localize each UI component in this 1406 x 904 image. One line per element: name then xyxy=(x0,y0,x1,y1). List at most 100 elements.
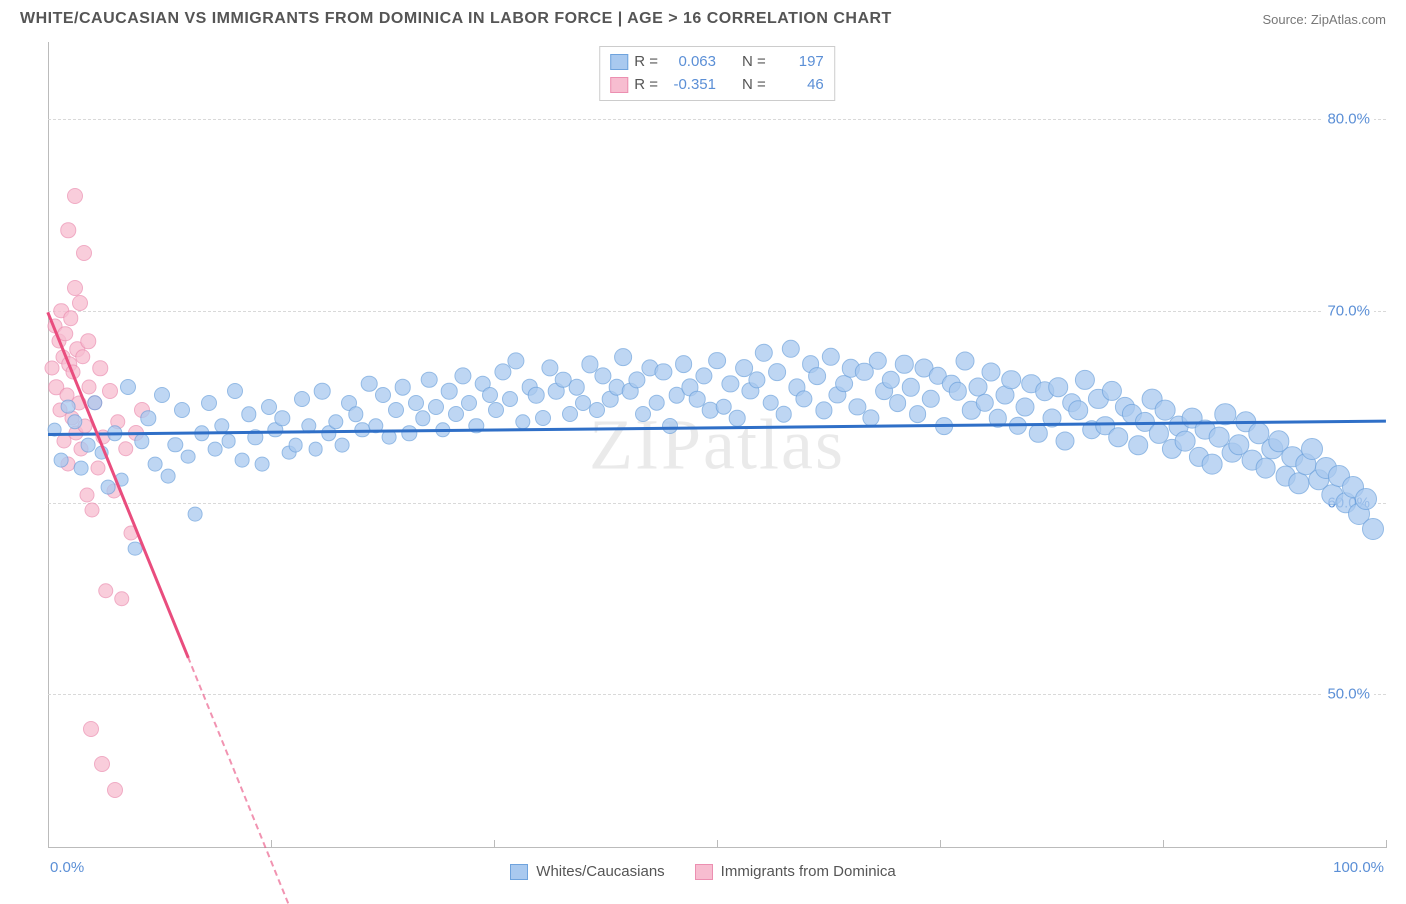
data-point xyxy=(528,387,545,404)
grid-line xyxy=(48,311,1386,312)
data-point xyxy=(408,395,424,411)
legend-row: R =0.063N =197 xyxy=(610,51,824,74)
data-point xyxy=(94,756,110,772)
data-point xyxy=(568,379,585,396)
data-point xyxy=(1255,458,1276,479)
data-point xyxy=(79,487,94,502)
data-point xyxy=(201,395,217,411)
data-point xyxy=(80,334,96,350)
data-point xyxy=(328,414,343,429)
data-point xyxy=(508,352,525,369)
y-tick-label: 70.0% xyxy=(1323,302,1374,319)
data-point xyxy=(614,348,632,366)
data-point xyxy=(294,391,310,407)
legend-swatch xyxy=(695,864,713,880)
data-point xyxy=(74,461,89,476)
data-point xyxy=(308,441,323,456)
x-tick xyxy=(717,840,718,848)
data-point xyxy=(63,311,79,327)
x-tick xyxy=(1386,840,1387,848)
data-point xyxy=(174,402,190,418)
legend-label: Immigrants from Dominica xyxy=(721,863,896,880)
data-point xyxy=(502,391,518,407)
grid-line xyxy=(48,694,1386,695)
data-point xyxy=(208,441,223,456)
data-point xyxy=(1129,435,1149,455)
data-point xyxy=(314,383,331,400)
data-point xyxy=(394,379,411,396)
data-point xyxy=(335,438,350,453)
data-point xyxy=(98,583,114,599)
x-tick-label-right: 100.0% xyxy=(1333,859,1384,876)
data-point xyxy=(83,721,99,737)
data-point xyxy=(415,410,430,425)
data-point xyxy=(348,407,363,422)
data-point xyxy=(92,360,108,376)
r-label: R = xyxy=(634,74,658,97)
data-point xyxy=(82,380,97,395)
legend-swatch xyxy=(610,77,628,93)
source-label: Source: ZipAtlas.com xyxy=(1262,12,1386,27)
data-point xyxy=(255,457,270,472)
r-value: 0.063 xyxy=(664,51,716,74)
data-point xyxy=(118,441,134,457)
data-point xyxy=(1055,432,1074,451)
data-point xyxy=(454,367,471,384)
data-point xyxy=(448,406,464,422)
x-tick xyxy=(940,840,941,848)
data-point xyxy=(107,782,123,798)
data-point xyxy=(167,437,182,452)
data-point xyxy=(776,406,793,423)
data-point xyxy=(835,375,853,393)
data-point xyxy=(274,410,289,425)
data-point xyxy=(1068,401,1088,421)
data-point xyxy=(441,383,458,400)
data-point xyxy=(421,371,438,388)
data-point xyxy=(227,383,243,399)
data-point xyxy=(402,426,417,441)
data-point xyxy=(708,352,726,370)
data-point xyxy=(221,434,236,449)
y-tick-label: 50.0% xyxy=(1323,686,1374,703)
data-point xyxy=(134,433,149,448)
legend-row: R =-0.351N =46 xyxy=(610,74,824,97)
x-tick xyxy=(48,840,49,848)
data-point xyxy=(141,410,156,425)
data-point xyxy=(889,394,907,412)
data-point xyxy=(1015,397,1034,416)
data-point xyxy=(161,468,176,483)
legend-label: Whites/Caucasians xyxy=(536,863,664,880)
data-point xyxy=(188,507,203,522)
data-point xyxy=(76,245,92,261)
data-point xyxy=(102,383,118,399)
data-point xyxy=(882,371,900,389)
data-point xyxy=(1002,370,1022,390)
n-label: N = xyxy=(742,51,766,74)
data-point xyxy=(61,399,76,414)
data-point xyxy=(795,390,812,407)
data-point xyxy=(461,395,477,411)
data-point xyxy=(428,399,444,415)
data-point xyxy=(67,188,83,204)
data-point xyxy=(815,402,832,419)
data-point xyxy=(482,387,498,403)
data-point xyxy=(955,351,974,370)
data-point xyxy=(922,390,940,408)
data-point xyxy=(1362,518,1384,540)
data-point xyxy=(114,591,130,607)
data-point xyxy=(635,406,651,422)
y-axis-line xyxy=(48,42,49,848)
data-point xyxy=(729,410,746,427)
data-point xyxy=(235,453,250,468)
r-label: R = xyxy=(634,51,658,74)
data-point xyxy=(655,363,672,380)
data-point xyxy=(488,402,504,418)
data-point xyxy=(1301,438,1323,460)
data-point xyxy=(722,375,739,392)
data-point xyxy=(388,402,404,418)
data-point xyxy=(1288,473,1309,494)
data-point xyxy=(675,355,693,373)
data-point xyxy=(868,351,886,369)
data-point xyxy=(90,461,105,476)
data-point xyxy=(1202,454,1223,475)
